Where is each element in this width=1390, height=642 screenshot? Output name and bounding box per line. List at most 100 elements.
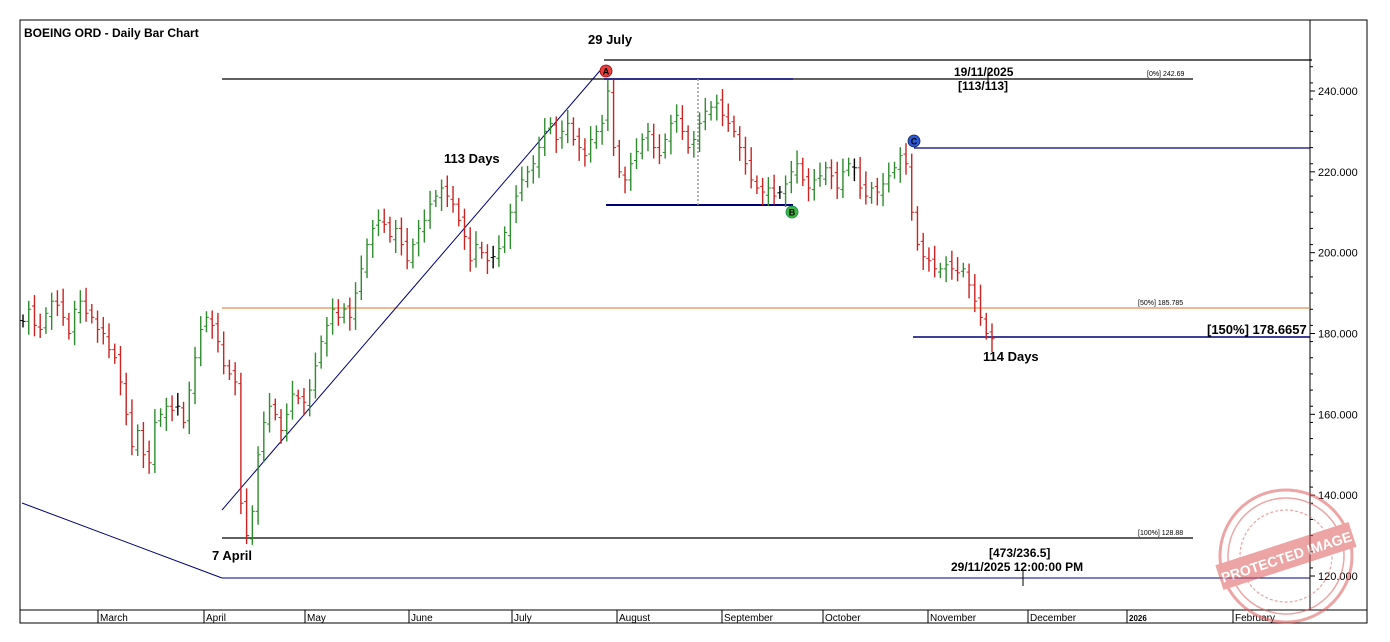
trend-line-up — [221, 65, 605, 511]
price-bar — [186, 381, 192, 435]
price-bar — [599, 114, 605, 145]
price-bar — [909, 153, 915, 221]
price-bars — [20, 79, 995, 545]
price-bar — [892, 161, 898, 179]
price-bar — [353, 282, 359, 330]
plot-frame — [19, 19, 1368, 624]
price-bar — [846, 157, 852, 177]
price-bar — [679, 105, 685, 140]
price-bar — [765, 177, 771, 207]
y-tick-label: 180.000 — [1318, 329, 1358, 341]
price-bar — [456, 198, 462, 227]
price-bar — [507, 203, 513, 250]
price-bar — [697, 112, 703, 153]
price-bar — [639, 133, 645, 160]
price-bar — [857, 156, 863, 199]
price-bar — [748, 147, 754, 189]
price-bar — [31, 295, 37, 337]
cycle-date-label: 29/11/2025 12:00:00 PM — [951, 560, 1083, 574]
price-bar — [611, 79, 617, 157]
price-bar — [972, 274, 978, 313]
price-bar — [668, 114, 674, 155]
price-bar — [450, 185, 456, 213]
price-bar — [834, 161, 840, 199]
price-bar — [886, 162, 892, 193]
y-tick-label: 240.000 — [1318, 86, 1358, 98]
price-bar — [565, 109, 571, 144]
price-bar — [473, 231, 479, 268]
price-bar — [576, 127, 582, 161]
trend-line-low — [21, 502, 223, 579]
price-bar — [760, 177, 766, 206]
price-bar — [897, 147, 903, 183]
price-bar — [674, 104, 680, 133]
price-bar — [267, 392, 273, 433]
price-bar — [702, 97, 708, 131]
x-axis-label: December — [1030, 613, 1077, 624]
chart-title: BOEING ORD - Daily Bar Chart — [24, 26, 199, 40]
price-bar — [840, 158, 846, 199]
price-bar — [737, 126, 743, 161]
svg-text:A: A — [603, 67, 610, 77]
price-bar — [869, 181, 875, 204]
price-bar — [783, 175, 789, 207]
price-bar — [502, 226, 508, 254]
low-date-label: 7 April — [212, 548, 252, 563]
price-bar — [66, 312, 72, 340]
price-bar — [249, 505, 255, 545]
target-ratio-label: [113/113] — [958, 79, 1008, 93]
price-bar — [444, 175, 450, 207]
pivot-b-marker: B — [785, 205, 799, 219]
price-bar — [77, 290, 83, 324]
price-bar — [83, 287, 89, 322]
price-bar — [788, 160, 794, 194]
level-50-label: [50%] 185.785 — [1138, 300, 1183, 307]
price-bar — [983, 312, 989, 340]
level-0-label: [0%] 242.69 — [1147, 71, 1184, 78]
price-bar — [496, 235, 502, 267]
price-bar — [851, 158, 857, 182]
price-bar — [89, 303, 95, 324]
price-bar — [129, 399, 135, 456]
price-bar — [513, 185, 519, 224]
x-axis-label: June — [411, 613, 433, 624]
price-bar — [215, 312, 221, 353]
price-bar — [622, 166, 628, 194]
price-bar — [960, 262, 966, 278]
price-bar — [542, 118, 548, 157]
price-bar — [725, 103, 731, 132]
price-bar — [140, 422, 146, 469]
price-bar — [937, 262, 943, 279]
price-bar — [307, 379, 313, 417]
price-bar — [301, 388, 307, 416]
x-axis-label: April — [206, 613, 226, 624]
price-bar — [863, 171, 869, 205]
price-bar — [559, 120, 565, 149]
price-bar — [112, 343, 118, 364]
price-bar — [135, 424, 141, 456]
price-bar — [811, 169, 817, 201]
price-bar — [949, 250, 955, 280]
price-bar — [955, 257, 961, 282]
y-tick-label: 140.000 — [1318, 490, 1358, 502]
price-bar — [525, 165, 531, 188]
price-bar — [926, 247, 932, 272]
price-bar — [628, 152, 634, 191]
overlay-lines — [21, 59, 1312, 586]
price-bar — [324, 316, 330, 357]
price-bar — [404, 228, 410, 270]
price-bar — [43, 307, 49, 334]
price-bar — [123, 372, 129, 426]
level-100-label: [100%] 128.88 — [1138, 530, 1183, 537]
price-bar — [616, 139, 622, 178]
price-bar — [593, 125, 599, 149]
price-bar — [794, 150, 800, 184]
price-bar — [393, 219, 399, 254]
price-bar — [152, 409, 158, 473]
price-bar — [60, 288, 66, 326]
price-bar — [484, 244, 490, 275]
x-axis-labels: March April May June July August September Octo… — [97, 610, 1275, 624]
price-bar — [754, 175, 760, 195]
price-bar — [221, 331, 227, 375]
price-bar — [645, 122, 651, 152]
